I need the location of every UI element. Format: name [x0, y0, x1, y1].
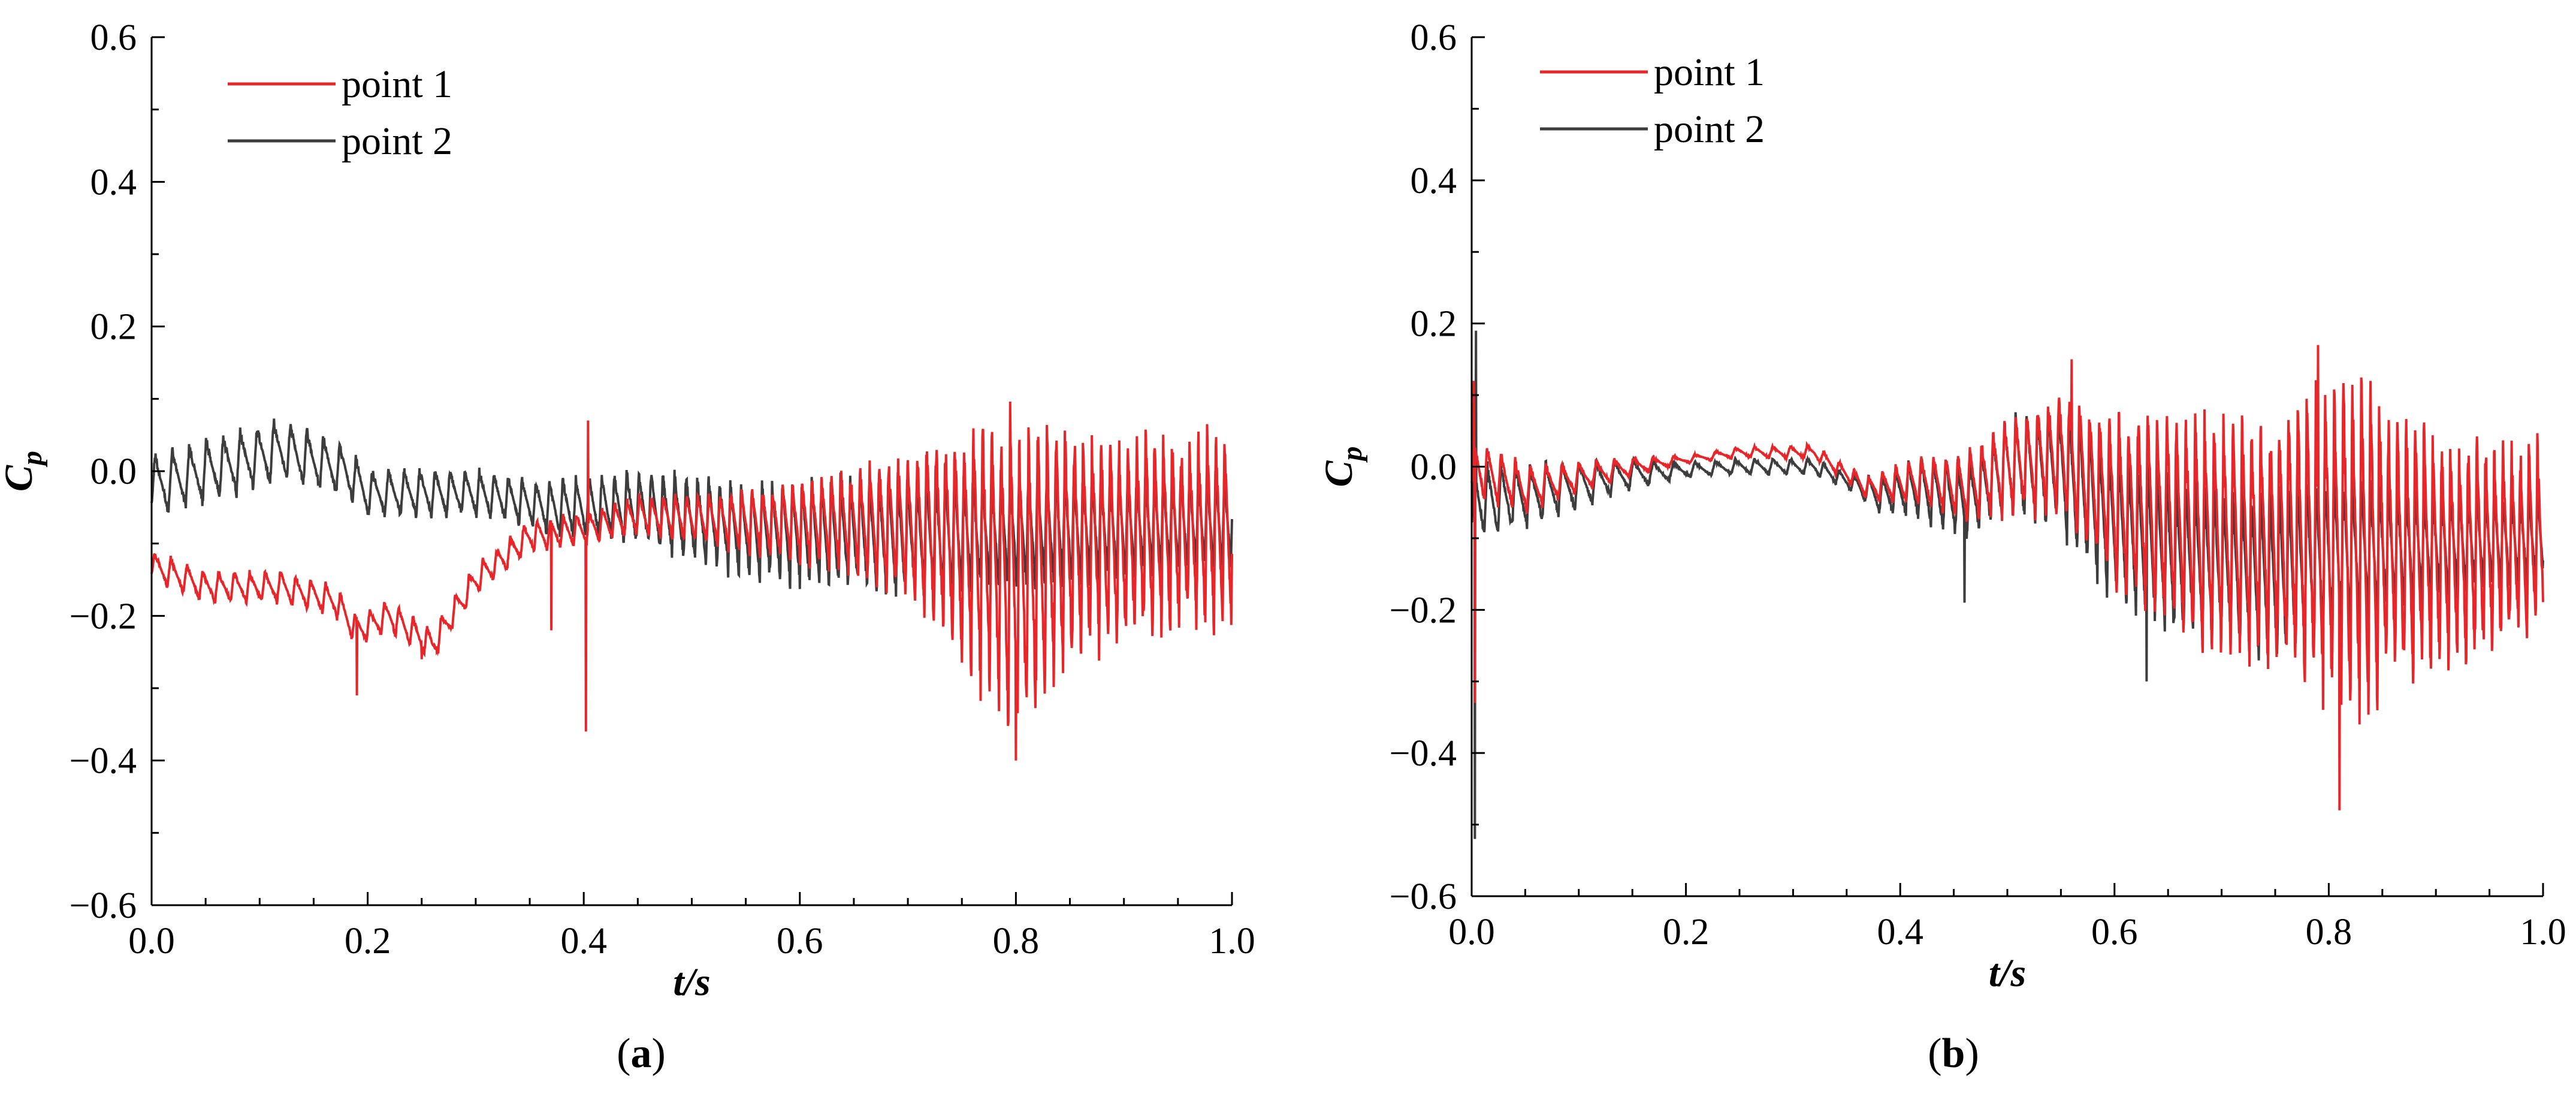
x-tick-label: 1.0 [2520, 912, 2566, 953]
series-line-point-1 [150, 401, 1233, 761]
y-tick-label: 0.4 [1411, 161, 1457, 201]
x-tick-label: 0.0 [1448, 912, 1495, 953]
x-tick-label: 0.2 [345, 921, 391, 962]
legend-b: point 1 point 2 [1540, 50, 1765, 151]
legend-label: point 2 [1654, 107, 1765, 151]
chart-panel-b: 0.60.40.20.0−0.2−0.4−0.60.0 0.2 0.4 0.6 0.8 1… [1317, 17, 2566, 1077]
y-tick-label: 0.2 [1411, 304, 1457, 345]
y-tick-label: −0.2 [70, 596, 137, 637]
series-line-point-1 [1470, 345, 2544, 810]
x-tick-label: 0.4 [1877, 912, 1923, 953]
plot-lines-a [150, 401, 1233, 761]
y-axis-title-b: Cp [1317, 446, 1368, 487]
legend-label: point 1 [1654, 50, 1765, 94]
x-axis-title-a: t/s [673, 960, 710, 1004]
y-axis-title-sub: p [1336, 446, 1368, 463]
y-tick-label: 0.6 [1411, 17, 1457, 58]
chart-panel-a: 0.60.40.20.0−0.2−0.4−0.60.0 0.2 0.4 0.6 0.8 1… [0, 17, 1255, 1077]
legend-label: point 2 [342, 119, 452, 163]
x-tick-label: 0.2 [1663, 912, 1710, 953]
x-tick-label: 1.0 [1209, 921, 1255, 962]
x-tick-label: 0.6 [777, 921, 823, 962]
x-axis-title-b: t/s [1989, 951, 2026, 995]
y-tick-label: −0.2 [1390, 590, 1457, 631]
y-tick-label: 0.6 [90, 17, 137, 58]
caption-a: (a) [617, 1030, 666, 1077]
caption-paren-open: ( [617, 1030, 630, 1077]
y-tick-label: −0.4 [1390, 733, 1457, 774]
caption-letter: b [1942, 1030, 1965, 1077]
y-axis-title-main: C [0, 465, 41, 492]
y-axis-title-a: Cp [0, 451, 48, 492]
caption-b: (b) [1928, 1030, 1979, 1077]
y-tick-label: 0.2 [90, 307, 137, 348]
y-tick-label: 0.0 [1411, 447, 1457, 488]
caption-paren-close: ) [652, 1030, 666, 1077]
y-axis-title-main: C [1317, 460, 1361, 487]
legend-label: point 1 [342, 62, 452, 106]
caption-paren-close: ) [1965, 1030, 1979, 1077]
axes-b: 0.60.40.20.0−0.2−0.4−0.60.0 0.2 0.4 0.6 0.8 1… [1390, 17, 2566, 953]
y-axis-title-sub: p [16, 451, 48, 468]
x-tick-label: 0.6 [2091, 912, 2138, 953]
x-tick-label: 0.8 [993, 921, 1040, 962]
x-tick-label: 0.4 [560, 921, 607, 962]
y-tick-label: 0.4 [90, 162, 137, 203]
series-line-point-2 [1470, 330, 2544, 839]
legend-a: point 1 point 2 [228, 62, 452, 163]
caption-letter: a [631, 1030, 652, 1077]
y-tick-label: −0.6 [1390, 876, 1457, 917]
plot-lines-b [1470, 330, 2544, 839]
axes-a: 0.60.40.20.0−0.2−0.4−0.60.0 0.2 0.4 0.6 0.8 1… [70, 17, 1255, 962]
x-tick-label: 0.0 [128, 921, 175, 962]
caption-paren-open: ( [1928, 1030, 1941, 1077]
y-tick-label: 0.0 [90, 451, 137, 492]
y-tick-label: −0.6 [70, 885, 137, 926]
x-tick-label: 0.8 [2306, 912, 2352, 953]
y-tick-label: −0.4 [70, 741, 137, 782]
